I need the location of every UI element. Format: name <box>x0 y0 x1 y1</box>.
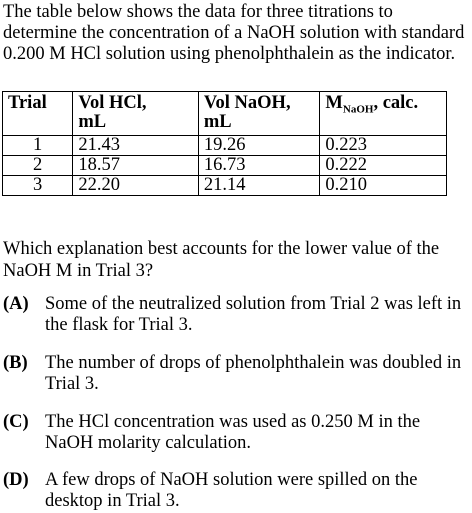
choice-text: The number of drops of phenolphthalein w… <box>45 353 462 394</box>
header-m-naoh-subscript: NaOH <box>342 103 374 116</box>
titration-data-table: Trial Vol HCl, mL Vol NaOH, mL MNaOH, ca… <box>1 91 447 196</box>
header-vol-naoh-unit: mL <box>203 112 232 132</box>
cell-vol-naoh: 16.73 <box>197 155 321 176</box>
choice-letter: (C) <box>3 412 29 432</box>
cell-m-naoh: 0.223 <box>319 135 447 156</box>
choice-text: The HCl concentration was used as 0.250 … <box>45 412 421 453</box>
table-row: 2 18.57 16.73 0.222 <box>1 155 447 176</box>
question-text: Which explanation best accounts for the … <box>3 239 440 281</box>
cell-trial: 2 <box>1 155 74 176</box>
choice-letter: (D) <box>3 470 29 490</box>
choice-letter: (A) <box>3 294 29 314</box>
header-trial: Trial <box>1 91 74 136</box>
choice-text: A few drops of NaOH solution were spille… <box>45 470 418 511</box>
header-vol-naoh-label: Vol NaOH, <box>203 93 291 113</box>
cell-vol-hcl: 18.57 <box>72 155 199 176</box>
intro-paragraph: The table below shows the data for three… <box>3 2 465 64</box>
cell-vol-hcl: 21.43 <box>72 135 199 156</box>
cell-m-naoh: 0.222 <box>319 155 447 176</box>
header-m-naoh-symbol: M <box>325 93 343 113</box>
header-vol-hcl: Vol HCl, mL <box>72 91 199 136</box>
cell-vol-naoh: 19.26 <box>197 135 321 156</box>
table-row: 3 22.20 21.14 0.210 <box>1 175 447 196</box>
cell-trial: 1 <box>1 135 74 156</box>
header-m-naoh-suffix: , calc. <box>373 93 419 113</box>
header-vol-hcl-label: Vol HCl, <box>78 93 147 113</box>
cell-vol-hcl: 22.20 <box>72 175 199 196</box>
choice-text: Some of the neutralized solution from Tr… <box>45 294 462 335</box>
cell-m-naoh: 0.210 <box>319 175 447 196</box>
header-vol-naoh: Vol NaOH, mL <box>197 91 321 136</box>
choice-letter: (B) <box>3 353 28 373</box>
table-header-row: Trial Vol HCl, mL Vol NaOH, mL MNaOH, ca… <box>1 91 447 136</box>
table-row: 1 21.43 19.26 0.223 <box>1 135 447 156</box>
header-vol-hcl-unit: mL <box>78 112 107 132</box>
header-m-naoh: MNaOH, calc. <box>319 91 447 136</box>
cell-vol-naoh: 21.14 <box>197 175 321 196</box>
cell-trial: 3 <box>1 175 74 196</box>
